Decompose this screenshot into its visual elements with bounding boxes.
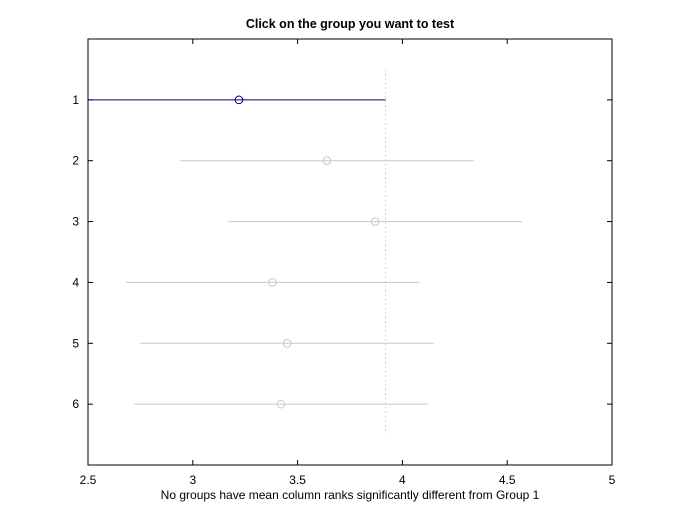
x-tick-label: 5 [609,473,616,487]
plot-area[interactable] [87,38,613,466]
group-3-mean-marker[interactable] [370,217,380,226]
y-tick-label: 1 [72,93,79,107]
group-5-mean-marker[interactable] [282,338,292,348]
y-tick-label: 6 [72,397,79,411]
x-tick-label: 2.5 [80,473,97,487]
x-axis-label: No groups have mean column ranks signifi… [161,488,540,502]
x-tick-label: 3 [189,473,196,487]
x-tick-label: 4.5 [499,473,516,487]
x-tick-label: 4 [399,473,406,487]
group-4-mean-marker[interactable] [268,278,277,287]
group-1-mean-marker[interactable] [234,95,244,105]
y-tick-label: 2 [72,154,79,168]
group-2-mean-marker[interactable] [322,156,332,166]
y-tick-label: 3 [72,215,79,229]
y-tick-label: 4 [72,275,79,289]
y-tick-label: 5 [72,336,79,350]
group-6-mean-marker[interactable] [276,399,286,409]
chart-title: Click on the group you want to test [246,17,455,31]
x-tick-label: 3.5 [289,473,306,487]
